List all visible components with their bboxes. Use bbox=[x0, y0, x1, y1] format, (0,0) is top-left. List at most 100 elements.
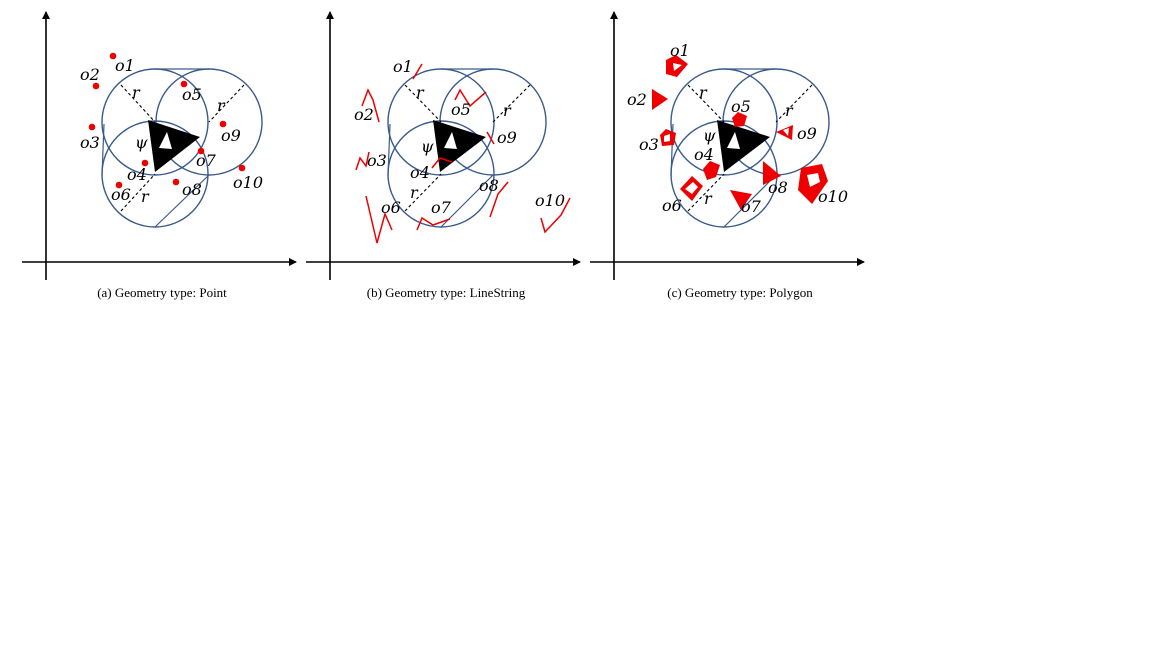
polygon-o1-hole bbox=[673, 63, 682, 71]
label-o4: o4 bbox=[127, 165, 147, 184]
label-o8: o8 bbox=[479, 176, 499, 195]
tangent-line bbox=[154, 174, 210, 228]
label-o3: o3 bbox=[639, 135, 659, 154]
tangent-line bbox=[723, 174, 777, 228]
label-o1: o1 bbox=[670, 41, 690, 60]
label-o9: o9 bbox=[221, 126, 241, 145]
linestring-o3 bbox=[355, 151, 370, 171]
label-r: r bbox=[704, 189, 713, 208]
caption-a: (a) Geometry type: Point bbox=[97, 285, 227, 300]
label-o4: o4 bbox=[694, 145, 714, 164]
label-o7: o7 bbox=[431, 198, 452, 217]
label-psi: ψ bbox=[703, 126, 716, 145]
query-inner-triangle bbox=[727, 132, 740, 149]
polygon-o4 bbox=[703, 161, 720, 180]
linestring-o5 bbox=[454, 88, 487, 108]
point-o5 bbox=[180, 80, 188, 88]
polygon-o9-hole bbox=[783, 128, 789, 136]
polygon-o10-hole bbox=[807, 173, 820, 187]
label-o9: o9 bbox=[797, 124, 817, 143]
point-o3 bbox=[88, 123, 96, 131]
radius-line bbox=[120, 84, 156, 123]
label-o2: o2 bbox=[354, 105, 374, 124]
query-triangle bbox=[717, 120, 770, 172]
label-o10: o10 bbox=[233, 173, 263, 192]
label-o8: o8 bbox=[182, 180, 202, 199]
label-r: r bbox=[410, 183, 419, 202]
range-circle-right bbox=[439, 68, 547, 176]
range-circle-right bbox=[155, 68, 263, 176]
label-r: r bbox=[503, 101, 512, 120]
point-o4 bbox=[141, 159, 149, 167]
query-inner-triangle bbox=[444, 132, 457, 149]
query-triangle bbox=[433, 120, 486, 172]
label-o2: o2 bbox=[627, 90, 647, 109]
label-o3: o3 bbox=[80, 133, 100, 152]
polygon-o8 bbox=[763, 161, 781, 185]
radius-line bbox=[208, 84, 245, 123]
linestring-o2 bbox=[361, 88, 380, 123]
label-o5: o5 bbox=[451, 100, 471, 119]
polygon-o7 bbox=[730, 190, 752, 210]
polygon-o6-hole bbox=[685, 182, 698, 194]
point-o6 bbox=[115, 181, 123, 189]
linestring-o6 bbox=[365, 195, 393, 244]
label-psi: ψ bbox=[135, 133, 148, 152]
point-o9 bbox=[219, 120, 227, 128]
panel-c: o1 o2 o3 o4 o5 o6 o7 o8 o9 o10 r r r ψ (… bbox=[590, 11, 865, 300]
point-o1 bbox=[109, 52, 117, 60]
query-inner-triangle bbox=[159, 132, 172, 149]
range-circle-top bbox=[387, 68, 495, 176]
label-r: r bbox=[132, 83, 141, 102]
label-psi: ψ bbox=[421, 137, 434, 156]
range-circle-bottom bbox=[387, 120, 495, 228]
label-o5: o5 bbox=[182, 85, 202, 104]
label-r: r bbox=[785, 101, 794, 120]
point-o8 bbox=[172, 178, 180, 186]
label-o8: o8 bbox=[768, 178, 788, 197]
panel-b: o1 o2 o3 o4 o5 o6 o7 o8 o9 o10 r r r ψ (… bbox=[306, 11, 581, 300]
label-o4: o4 bbox=[410, 163, 430, 182]
panel-a: o1 o2 o3 o4 o5 o6 o7 o8 o9 o10 r r r ψ (… bbox=[22, 11, 297, 300]
range-circle-bottom bbox=[101, 120, 209, 228]
linestring-o10 bbox=[540, 197, 571, 234]
radius-line bbox=[492, 84, 531, 123]
range-circle-top bbox=[670, 68, 778, 176]
point-o10 bbox=[238, 164, 246, 172]
label-r: r bbox=[416, 83, 425, 102]
linestring-o1 bbox=[412, 63, 423, 80]
query-triangle bbox=[148, 120, 200, 172]
linestring-o8 bbox=[489, 181, 509, 218]
label-o10: o10 bbox=[535, 191, 565, 210]
label-o7: o7 bbox=[741, 197, 762, 216]
range-circle-top bbox=[101, 68, 209, 176]
label-o6: o6 bbox=[111, 185, 131, 204]
point-o7 bbox=[197, 147, 205, 155]
radius-line bbox=[775, 84, 813, 123]
label-o6: o6 bbox=[662, 196, 682, 215]
label-o1: o1 bbox=[393, 57, 413, 76]
caption-c: (c) Geometry type: Polygon bbox=[667, 285, 813, 300]
label-o1: o1 bbox=[115, 56, 135, 75]
linestring-o7 bbox=[416, 216, 451, 231]
label-o10: o10 bbox=[818, 187, 848, 206]
label-r: r bbox=[699, 83, 708, 102]
label-o2: o2 bbox=[80, 65, 100, 84]
polygon-o3-hole bbox=[664, 134, 670, 142]
label-o5: o5 bbox=[731, 97, 751, 116]
label-o9: o9 bbox=[497, 128, 517, 147]
label-o6: o6 bbox=[381, 198, 401, 217]
polygon-o5 bbox=[732, 112, 747, 127]
label-o7: o7 bbox=[196, 151, 217, 170]
caption-b: (b) Geometry type: LineString bbox=[367, 285, 526, 300]
radius-line bbox=[120, 173, 156, 212]
point-o2 bbox=[92, 82, 100, 90]
polygon-o2 bbox=[652, 89, 668, 110]
linestring-o4 bbox=[431, 157, 453, 169]
linestring-o9 bbox=[486, 131, 495, 145]
label-o3: o3 bbox=[367, 151, 387, 170]
polygon-o9 bbox=[776, 125, 793, 140]
label-r: r bbox=[141, 187, 150, 206]
label-r: r bbox=[217, 96, 226, 115]
